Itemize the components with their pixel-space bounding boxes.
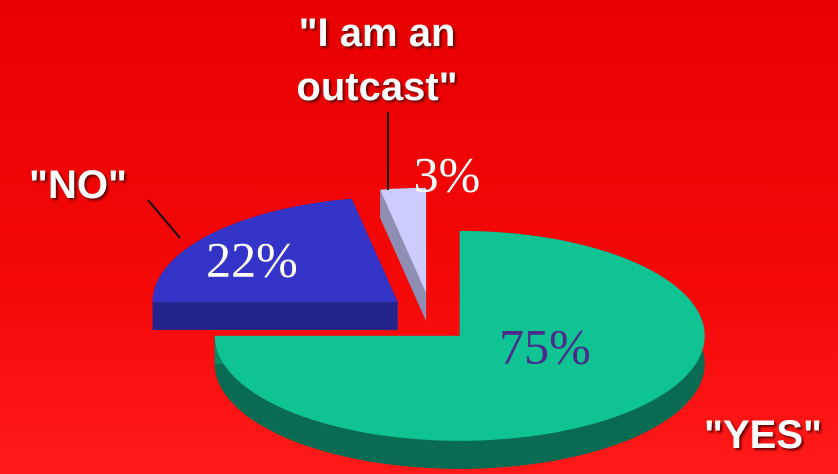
slice-side [152, 301, 398, 330]
value-label: 22% [206, 231, 298, 287]
slice [380, 187, 427, 293]
slice [152, 198, 398, 302]
leader-line [147, 199, 181, 239]
slice-side [380, 189, 427, 321]
slice [214, 230, 705, 441]
category-label: "YES" [704, 413, 822, 457]
value-label: 75% [499, 318, 591, 374]
category-label: "I am an outcast" [296, 11, 458, 109]
category-label: "NO" [29, 163, 127, 207]
value-label: 3% [414, 146, 481, 202]
